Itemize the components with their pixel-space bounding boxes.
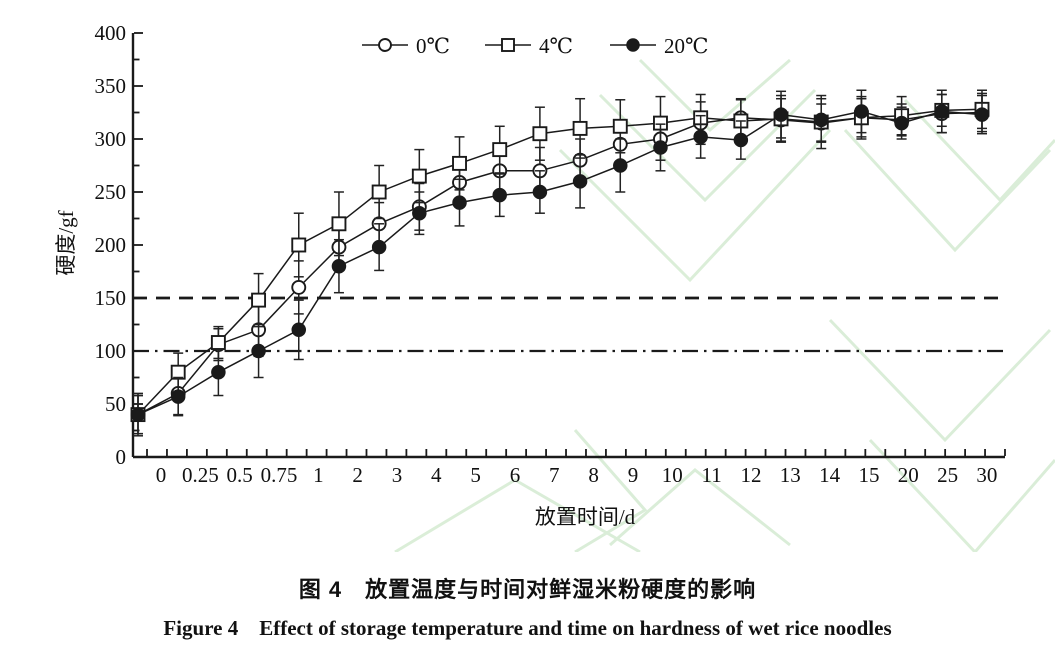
- x-tick-labels: 0 0.25 0.5 0.75 1 2 3 4 5 6 7 8 9 10 11 12 13 14 15 20 25 30: [156, 463, 998, 487]
- legend-item-4c: 4℃: [485, 34, 573, 58]
- svg-text:2: 2: [352, 463, 363, 487]
- series-20c: [130, 89, 990, 435]
- svg-text:0.75: 0.75: [261, 463, 298, 487]
- svg-text:400: 400: [95, 21, 127, 45]
- axes: [131, 33, 1005, 459]
- svg-text:6: 6: [510, 463, 521, 487]
- y-ticks: [134, 32, 143, 458]
- svg-text:4: 4: [431, 463, 442, 487]
- legend-label: 20℃: [664, 34, 709, 58]
- svg-text:12: 12: [740, 463, 761, 487]
- svg-text:30: 30: [976, 463, 997, 487]
- svg-text:8: 8: [588, 463, 599, 487]
- series-4c: [130, 89, 990, 435]
- svg-text:15: 15: [858, 463, 879, 487]
- svg-text:14: 14: [819, 463, 841, 487]
- svg-text:0: 0: [156, 463, 167, 487]
- x-axis-title: 放置时间/d: [535, 505, 636, 529]
- svg-text:250: 250: [95, 180, 127, 204]
- svg-text:3: 3: [392, 463, 403, 487]
- svg-text:13: 13: [780, 463, 801, 487]
- svg-text:20: 20: [898, 463, 919, 487]
- series-markers: [130, 105, 990, 423]
- y-axis-title: 硬度/gf: [54, 210, 78, 275]
- error-bars: [133, 89, 987, 435]
- watermark-pattern: [394, 58, 1055, 552]
- svg-text:10: 10: [662, 463, 683, 487]
- svg-text:0.5: 0.5: [227, 463, 253, 487]
- svg-text:0: 0: [116, 445, 127, 469]
- svg-text:350: 350: [95, 74, 127, 98]
- reference-lines: [133, 296, 1005, 353]
- svg-text:200: 200: [95, 233, 127, 257]
- svg-text:150: 150: [95, 286, 127, 310]
- series-line: [137, 110, 983, 416]
- svg-text:5: 5: [470, 463, 481, 487]
- x-ticks: [146, 449, 1006, 456]
- series-line: [137, 111, 983, 416]
- svg-text:50: 50: [105, 392, 126, 416]
- svg-text:11: 11: [702, 463, 722, 487]
- legend-item-0c: 0℃: [362, 34, 450, 58]
- svg-text:9: 9: [628, 463, 639, 487]
- series-line: [137, 108, 983, 416]
- svg-text:0.25: 0.25: [182, 463, 219, 487]
- svg-text:300: 300: [95, 127, 127, 151]
- figure-caption-en: Figure 4 Effect of storage temperature a…: [163, 616, 892, 640]
- svg-text:7: 7: [549, 463, 560, 487]
- svg-text:25: 25: [937, 463, 958, 487]
- legend: 0℃ 4℃ 20℃: [362, 34, 709, 58]
- svg-text:1: 1: [313, 463, 324, 487]
- error-bars: [133, 89, 987, 435]
- legend-label: 4℃: [539, 34, 573, 58]
- legend-label: 0℃: [416, 34, 450, 58]
- series-markers: [130, 104, 990, 422]
- y-tick-labels: 0 50 100 150 200 250 300 350 400: [95, 21, 127, 469]
- figure-caption-cn: 图 4 放置温度与时间对鲜湿米粉硬度的影响: [298, 577, 757, 602]
- legend-item-20c: 20℃: [610, 34, 709, 58]
- svg-text:100: 100: [95, 339, 127, 363]
